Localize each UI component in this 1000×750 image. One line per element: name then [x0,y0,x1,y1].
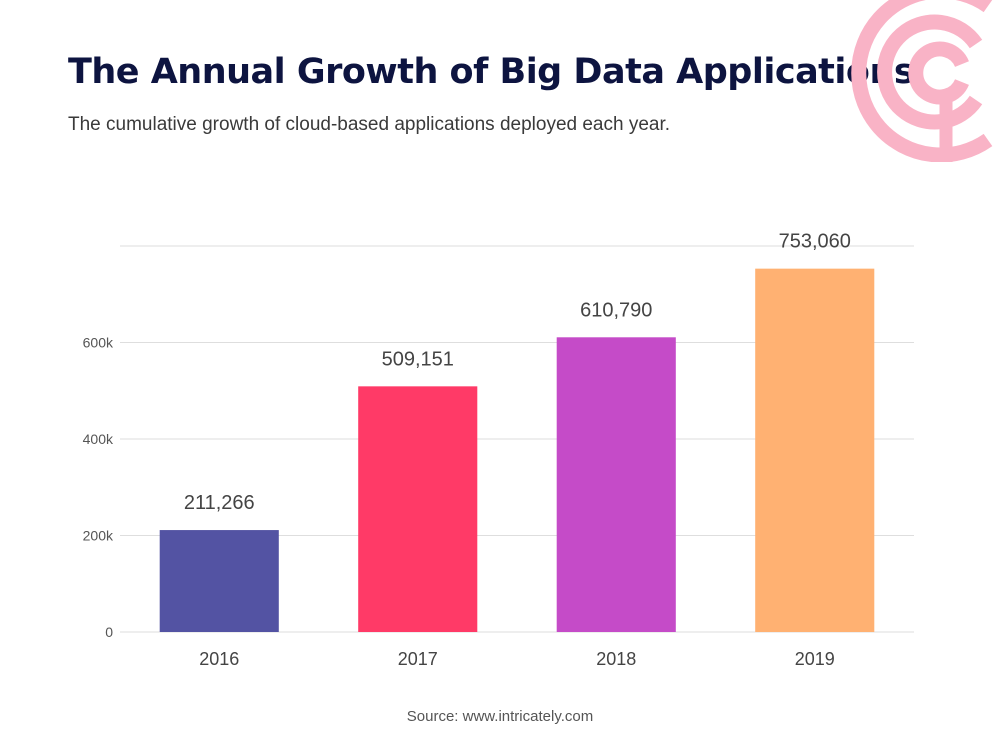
source-note: Source: www.intricately.com [406,708,594,725]
chart-subtitle: The cumulative growth of cloud-based app… [68,114,671,135]
y-tick-label: 0 [105,624,113,640]
x-tick-label: 2017 [398,649,438,669]
data-label: 753,060 [779,231,851,253]
bar-2017 [358,386,478,632]
data-label: 509,151 [382,348,454,370]
chart-title: The Annual Growth of Big Data Applicatio… [68,52,915,92]
x-tick-label: 2016 [199,649,239,669]
x-tick-label: 2018 [596,649,636,669]
y-tick-label: 600k [83,335,114,351]
y-tick-label: 200k [83,528,114,544]
y-tick-label: 400k [83,431,114,447]
bar-2019 [755,268,875,632]
bar-2018 [556,337,676,632]
data-label: 610,790 [580,299,652,321]
x-tick-label: 2019 [795,649,835,669]
concentric-rings-logo-icon [851,0,993,162]
data-label: 211,266 [184,492,255,514]
bar-2016 [159,530,279,632]
